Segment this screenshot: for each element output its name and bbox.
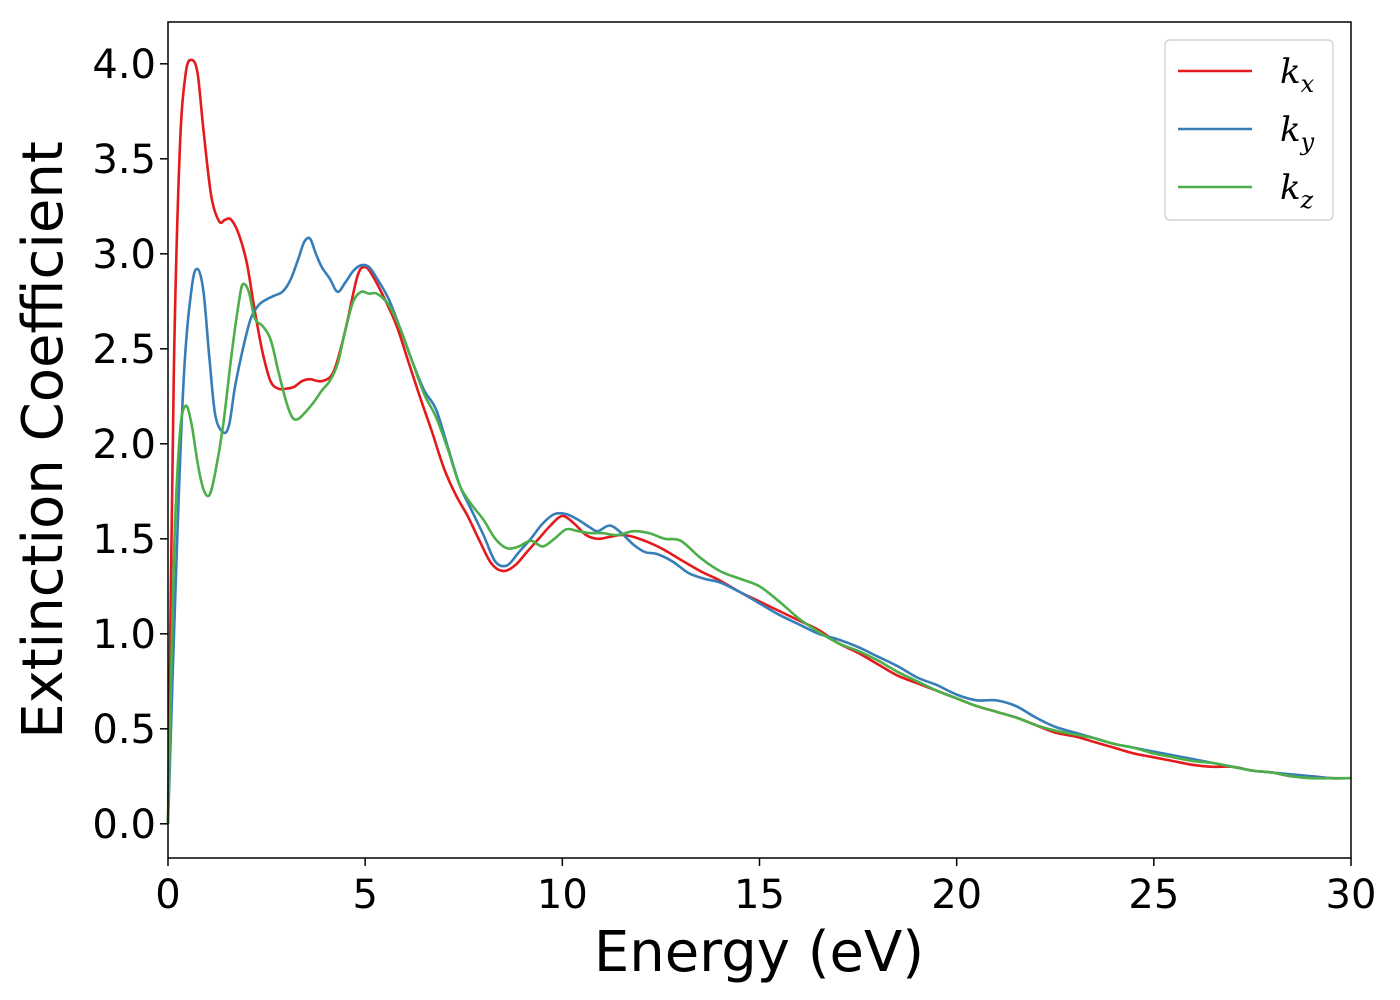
x-tick-label: 30 (1326, 872, 1377, 918)
x-tick-label: 20 (931, 872, 982, 918)
y-tick-label: 2.0 (92, 422, 156, 468)
y-axis-title: Extinction Coefficient (11, 141, 76, 739)
y-tick-label: 3.0 (92, 232, 156, 278)
x-tick-label: 5 (352, 872, 377, 918)
series-line-kz (166, 282, 1351, 824)
y-tick-label: 0.5 (92, 707, 156, 753)
x-tick-label: 10 (537, 872, 588, 918)
x-axis-ticks: 0 5 10 15 20 25 30 (155, 858, 1376, 918)
y-tick-label: 2.5 (92, 327, 156, 373)
x-tick-label: 15 (734, 872, 785, 918)
y-tick-label: 0.0 (92, 802, 156, 848)
x-tick-label: 25 (1128, 872, 1179, 918)
y-tick-label: 3.5 (92, 137, 156, 183)
y-tick-label: 1.0 (92, 612, 156, 658)
x-axis-title: Energy (eV) (594, 920, 924, 985)
y-tick-label: 4.0 (92, 42, 156, 88)
y-tick-label: 1.5 (92, 517, 156, 563)
plot-lines (166, 58, 1352, 824)
series-line-kx (166, 58, 1352, 824)
y-axis-ticks: 0.0 0.5 1.0 1.5 2.0 2.5 3.0 3.5 4.0 (92, 42, 168, 848)
series-line-ky (166, 236, 1352, 824)
x-tick-label: 0 (155, 872, 180, 918)
